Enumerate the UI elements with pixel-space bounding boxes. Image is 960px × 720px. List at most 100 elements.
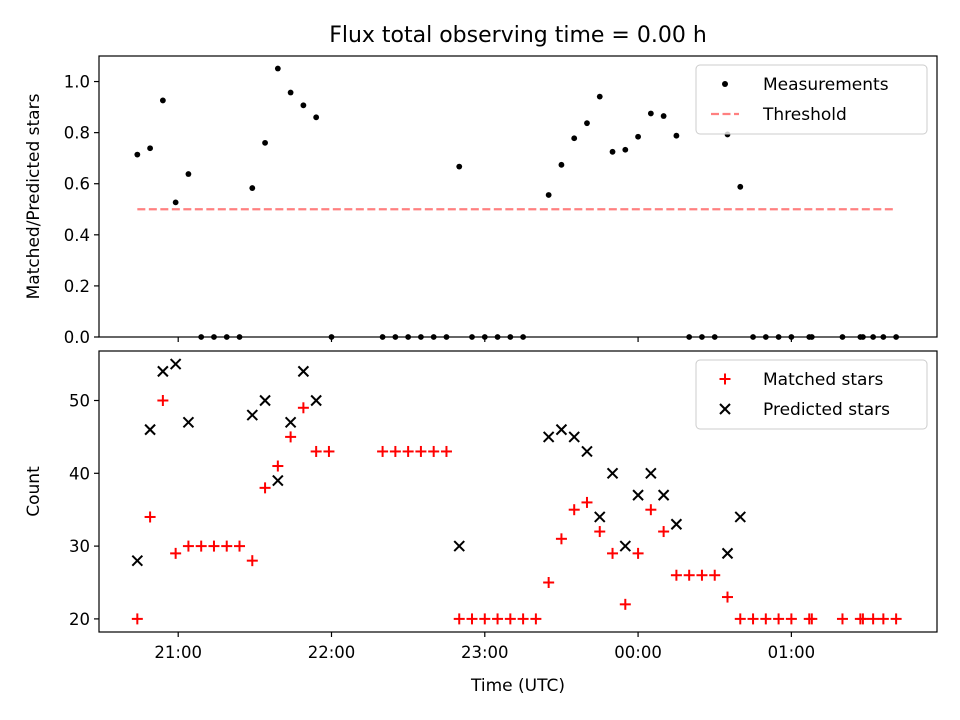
matched-point xyxy=(131,613,143,625)
legend-marker xyxy=(719,403,731,415)
matched-point xyxy=(594,526,606,538)
x-stroke-2 xyxy=(734,511,746,523)
x-tick-label: 01:00 xyxy=(768,643,816,662)
figure-title: Flux total observing time = 0.00 h xyxy=(329,23,707,48)
x-stroke-2 xyxy=(259,394,271,407)
axes-frame xyxy=(98,350,938,633)
x-tick-label: 22:00 xyxy=(308,643,356,662)
measurement-point xyxy=(584,120,590,127)
predicted-point xyxy=(169,358,182,370)
measurement-point xyxy=(635,133,641,140)
axes-frame xyxy=(98,55,938,338)
measurement-point xyxy=(596,93,603,100)
matched-point xyxy=(492,613,504,625)
predicted-point xyxy=(606,467,619,480)
legend: Matched stars Predicted stars xyxy=(695,359,928,430)
y-tick-label: 0.2 xyxy=(64,277,90,296)
predicted-point xyxy=(144,423,156,436)
predicted-point xyxy=(568,431,580,443)
x-stroke-2 xyxy=(542,431,555,443)
predicted-point xyxy=(259,394,271,407)
series-predicted-stars xyxy=(131,358,746,567)
y-tick-label: 0.6 xyxy=(64,175,90,194)
matched-point xyxy=(890,613,902,625)
legend-label: Predicted stars xyxy=(763,400,890,420)
predicted-point xyxy=(645,467,657,480)
matched-point xyxy=(504,613,516,625)
predicted-point xyxy=(542,431,555,443)
x-stroke-2 xyxy=(719,403,731,415)
panel-counts: 20 30 40 50 21:00 22:00 23:00 00:00 01:00 Count Ti… xyxy=(24,350,938,696)
x-stroke-2 xyxy=(721,547,734,560)
predicted-point xyxy=(182,416,195,429)
x-stroke-2 xyxy=(297,365,310,378)
x-stroke-2 xyxy=(246,409,258,421)
matched-point xyxy=(709,569,721,581)
predicted-point xyxy=(246,409,258,421)
x-stroke-2 xyxy=(182,416,195,429)
matched-point xyxy=(607,547,619,559)
matched-point xyxy=(696,569,708,581)
matched-point xyxy=(323,445,335,457)
matched-point xyxy=(157,395,169,407)
measurement-point xyxy=(609,148,616,155)
matched-point xyxy=(530,613,542,625)
matched-point xyxy=(645,504,657,516)
x-stroke-2 xyxy=(645,467,657,480)
predicted-point xyxy=(310,394,322,407)
y-tick-label: 0.0 xyxy=(64,328,90,347)
measurement-point xyxy=(300,102,307,109)
matched-point xyxy=(297,402,309,414)
matched-point xyxy=(632,547,644,559)
matched-point xyxy=(836,613,848,625)
matched-point xyxy=(466,613,478,625)
x-stroke-2 xyxy=(670,518,683,530)
matched-point xyxy=(246,555,258,567)
x-stroke-2 xyxy=(581,445,593,458)
predicted-point xyxy=(131,554,144,567)
measurement-point xyxy=(134,151,141,158)
matched-point xyxy=(734,613,746,625)
predicted-point xyxy=(453,540,465,552)
x-tick-label: 23:00 xyxy=(461,643,509,662)
y-axis-label: Matched/Predicted stars xyxy=(24,93,44,299)
matched-point xyxy=(285,431,297,443)
y-tick-label: 0.8 xyxy=(64,124,90,143)
legend-label: Measurements xyxy=(763,75,889,95)
matched-point xyxy=(568,504,580,516)
predicted-point xyxy=(297,365,310,378)
measurement-point xyxy=(660,113,667,119)
y-tick-label: 20 xyxy=(69,610,90,629)
legend-label: Threshold xyxy=(762,105,847,125)
y-tick-label: 0.4 xyxy=(64,226,90,245)
x-stroke-2 xyxy=(284,416,297,429)
measurement-point xyxy=(249,185,256,191)
predicted-point xyxy=(619,540,632,552)
matched-point xyxy=(658,526,670,538)
predicted-point xyxy=(734,511,746,523)
matched-point xyxy=(857,613,869,625)
x-stroke-2 xyxy=(619,540,632,552)
matched-point xyxy=(440,445,452,457)
predicted-point xyxy=(632,489,644,501)
matched-point xyxy=(402,445,414,457)
x-stroke-2 xyxy=(555,423,568,436)
legend-marker xyxy=(722,81,728,87)
x-stroke-2 xyxy=(453,540,465,552)
x-axis-label: Time (UTC) xyxy=(470,676,565,696)
measurement-point xyxy=(571,135,578,142)
predicted-point xyxy=(657,489,670,501)
predicted-point xyxy=(555,423,568,436)
matched-point xyxy=(377,445,389,457)
measurement-point xyxy=(274,65,281,72)
predicted-point xyxy=(594,511,606,523)
matched-point xyxy=(170,547,182,559)
predicted-point xyxy=(581,445,593,458)
x-stroke-2 xyxy=(144,423,156,436)
matched-point xyxy=(195,540,207,552)
y-tick-label: 50 xyxy=(69,392,90,411)
matched-point xyxy=(517,613,529,625)
measurement-point xyxy=(737,183,744,190)
x-stroke-2 xyxy=(169,358,182,370)
